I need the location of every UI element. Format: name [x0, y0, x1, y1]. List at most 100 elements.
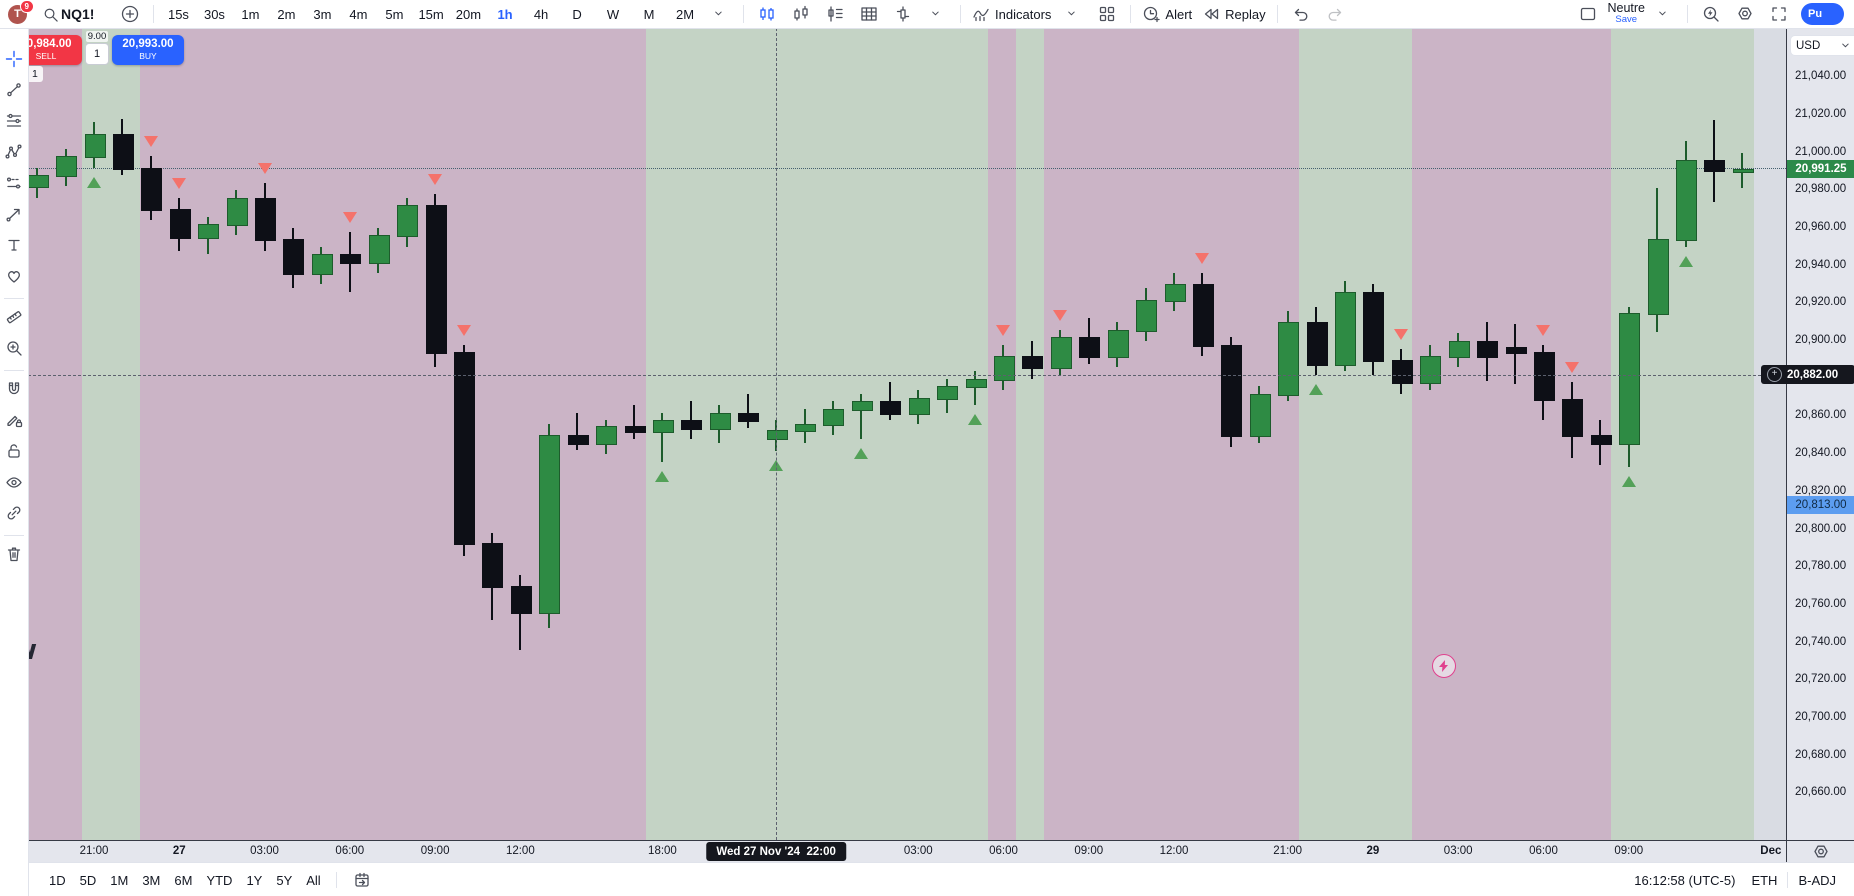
- sell-signal-triangle: [428, 173, 443, 185]
- chart-pane[interactable]: [28, 28, 1786, 840]
- quick-search-button[interactable]: [1694, 2, 1728, 26]
- range-All[interactable]: All: [306, 872, 321, 888]
- timeframe-4m[interactable]: 4m: [349, 6, 368, 22]
- lock-all-tool[interactable]: [1, 438, 27, 464]
- time-label: 09:00: [1614, 845, 1644, 857]
- chart-style-lines-button[interactable]: [818, 2, 852, 26]
- notification-badge: 9: [19, 0, 34, 13]
- undo-button[interactable]: [1284, 2, 1318, 26]
- range-5D[interactable]: 5D: [79, 872, 97, 888]
- price-axis[interactable]: USD 20,991.25 20,813.00 21,040.00 21,020.…: [1761, 28, 1854, 840]
- panel-toggle-button[interactable]: [1571, 2, 1605, 26]
- crosshair-tool[interactable]: [1, 46, 27, 72]
- quantity-field[interactable]: 1: [85, 43, 109, 65]
- chart-style-candles-button[interactable]: [750, 2, 784, 26]
- candle: [823, 408, 845, 426]
- time-axis[interactable]: 21:00 27 03:00 06:00 09:00 12:00 18:00 03:00 06:…: [28, 840, 1786, 863]
- session-toggle[interactable]: ETH: [1751, 872, 1778, 888]
- chart-style-menu-button[interactable]: [920, 2, 954, 26]
- range-1M[interactable]: 1M: [110, 872, 129, 888]
- crosshair-horizontal: [28, 374, 1786, 376]
- range-5Y[interactable]: 5Y: [276, 872, 293, 888]
- chart-style-heikin-button[interactable]: [852, 2, 886, 26]
- go-to-date-button[interactable]: [345, 868, 379, 892]
- add-alert-plus-icon[interactable]: +: [1767, 367, 1782, 383]
- emoji-tool[interactable]: [1, 263, 27, 289]
- candle: [766, 430, 788, 441]
- buy-signal-triangle: [968, 414, 983, 426]
- settings-button[interactable]: [1728, 2, 1762, 26]
- currency-selector[interactable]: USD: [1791, 36, 1854, 55]
- layout-menu-button[interactable]: [1647, 2, 1681, 26]
- timeframe-3m[interactable]: 3m: [313, 6, 332, 22]
- hide-drawings-tool[interactable]: [1, 469, 27, 495]
- candle: [1278, 322, 1300, 396]
- candle-wick: [633, 405, 636, 439]
- timeframe-5m[interactable]: 5m: [385, 6, 404, 22]
- axis-settings-button[interactable]: [1786, 840, 1854, 863]
- timeframe-2m[interactable]: 2m: [277, 6, 296, 22]
- candle: [1732, 168, 1754, 173]
- timeframe-2M[interactable]: 2M: [676, 6, 695, 22]
- sync-drawings-tool[interactable]: [1, 500, 27, 526]
- fib-retracement-tool[interactable]: [1, 108, 27, 134]
- indicators-templates-button[interactable]: [1056, 2, 1090, 26]
- candle: [56, 156, 78, 178]
- candle: [1022, 356, 1044, 370]
- adjustment-toggle[interactable]: B-ADJ: [1798, 872, 1836, 888]
- text-tool[interactable]: [1, 232, 27, 258]
- buy-button[interactable]: 20,993.00 BUY: [112, 35, 184, 65]
- timeframe-M[interactable]: M: [643, 6, 655, 22]
- indicators-button[interactable]: Indicators: [967, 2, 1056, 26]
- layout-save-button[interactable]: Neutre Save: [1607, 2, 1645, 25]
- range-YTD[interactable]: YTD: [206, 872, 233, 888]
- replay-button[interactable]: Replay: [1197, 2, 1270, 26]
- arrow-tool[interactable]: [1, 201, 27, 227]
- timeframe-4h[interactable]: 4h: [533, 6, 549, 22]
- price-label: 20,980.00: [1795, 183, 1847, 196]
- user-avatar[interactable]: T 9: [8, 0, 34, 24]
- redo-button[interactable]: [1318, 2, 1352, 26]
- timeframe-menu-button[interactable]: [703, 2, 737, 26]
- alert-price-badge[interactable]: 20,813.00: [1787, 495, 1854, 514]
- timeframe-15m[interactable]: 15m: [418, 6, 444, 22]
- timeframe-30s[interactable]: 30s: [203, 6, 225, 22]
- flash-order-icon[interactable]: [1432, 654, 1456, 678]
- timeframe-15s[interactable]: 15s: [167, 6, 189, 22]
- range-6M[interactable]: 6M: [174, 872, 193, 888]
- trend-line-tool[interactable]: [1, 77, 27, 103]
- range-1Y[interactable]: 1Y: [246, 872, 263, 888]
- timeframe-D[interactable]: D: [572, 6, 582, 22]
- draw-lock-tool[interactable]: [1, 407, 27, 433]
- pattern-xabcd-tool[interactable]: [1, 139, 27, 165]
- publish-button[interactable]: Pu: [1801, 3, 1844, 25]
- candle: [1079, 337, 1101, 359]
- remove-drawings-tool[interactable]: [1, 541, 27, 567]
- timeframe-1m[interactable]: 1m: [241, 6, 260, 22]
- candle: [1676, 160, 1698, 242]
- magnet-tool[interactable]: [1, 376, 27, 402]
- compare-add-button[interactable]: [113, 2, 147, 26]
- sell-signal-triangle: [456, 324, 471, 336]
- gear-icon: [1736, 5, 1754, 23]
- zoom-in-tool[interactable]: [1, 335, 27, 361]
- fullscreen-button[interactable]: [1762, 2, 1796, 26]
- sell-signal-triangle: [1536, 324, 1551, 336]
- timeframe-W[interactable]: W: [606, 6, 620, 22]
- session-band-green: [646, 28, 988, 840]
- projection-tool[interactable]: [1, 170, 27, 196]
- candle: [1391, 359, 1413, 385]
- chart-style-bars-button[interactable]: [886, 2, 920, 26]
- alert-button[interactable]: Alert: [1137, 2, 1197, 26]
- range-3M[interactable]: 3M: [142, 872, 161, 888]
- chart-style-hollow-button[interactable]: [784, 2, 818, 26]
- timeframe-20m[interactable]: 20m: [455, 6, 482, 22]
- symbol-search-button[interactable]: NQ1!: [37, 2, 99, 26]
- price-label: 20,840.00: [1795, 447, 1847, 460]
- measure-tool[interactable]: [1, 304, 27, 330]
- clock-label[interactable]: 16:12:58 (UTC-5): [1634, 872, 1736, 888]
- layout-grid-button[interactable]: [1090, 2, 1124, 26]
- range-1D[interactable]: 1D: [49, 872, 66, 888]
- crosshair-price-badge[interactable]: + 20,882.00: [1761, 365, 1854, 385]
- timeframe-1h[interactable]: 1h: [497, 6, 513, 22]
